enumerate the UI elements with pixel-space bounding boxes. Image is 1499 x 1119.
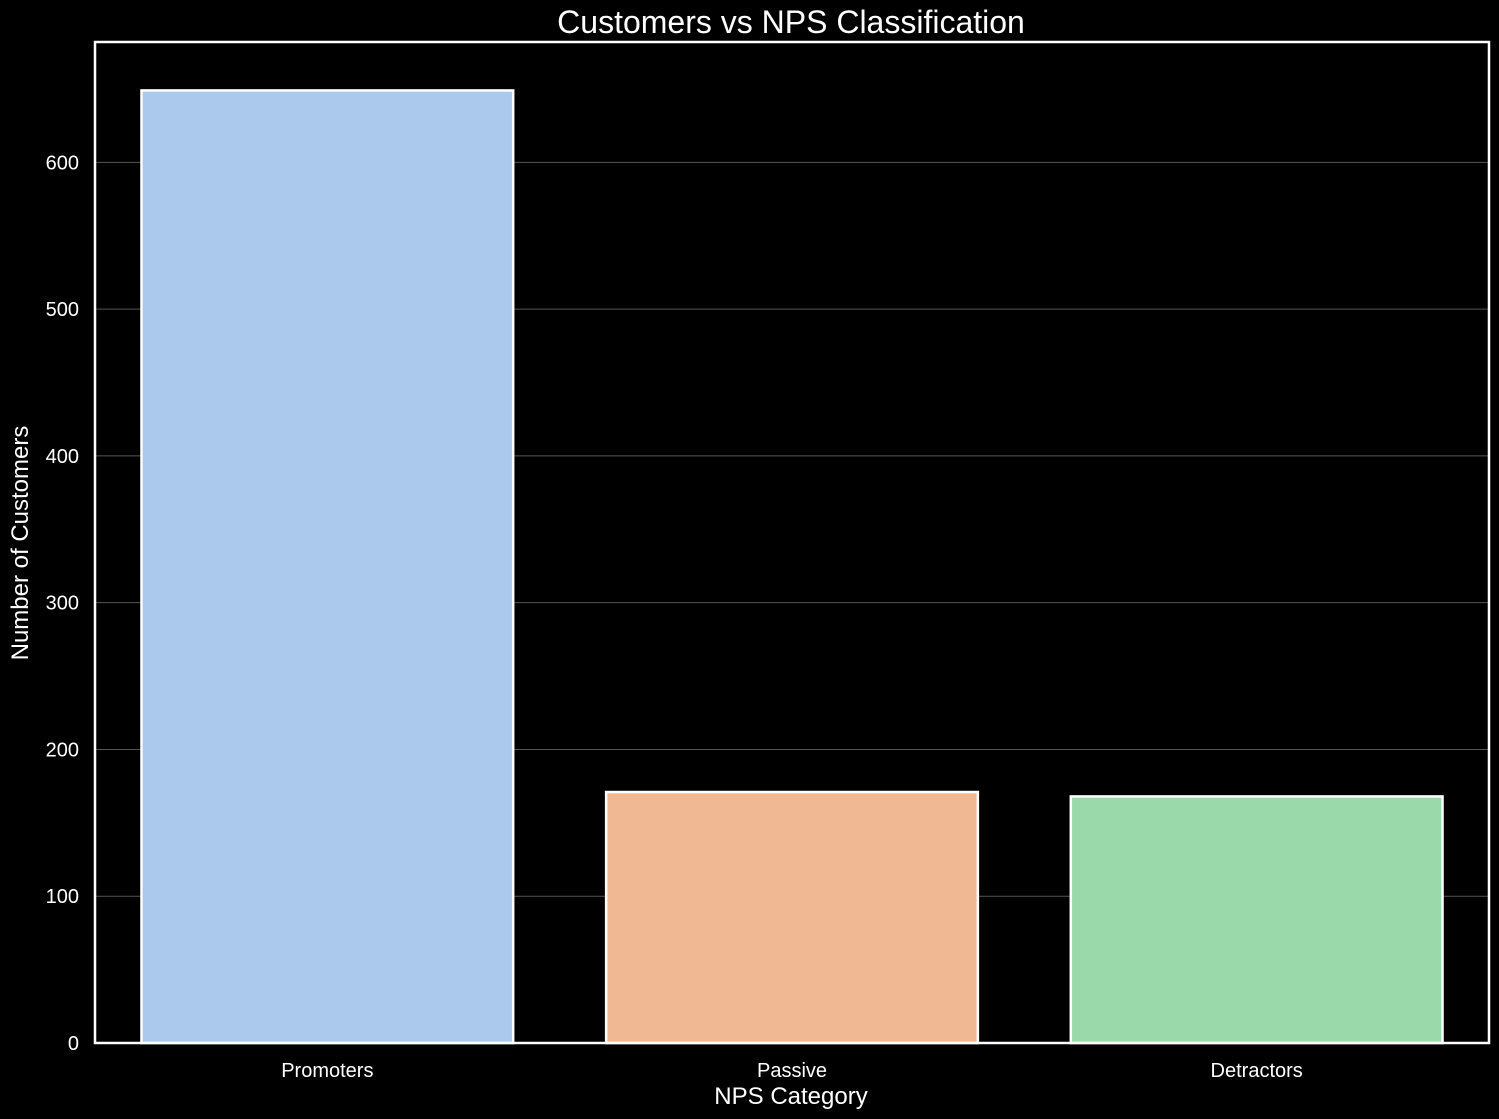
plot-frame (93, 40, 1491, 1045)
y-tick-label: 0 (68, 1033, 79, 1055)
y-tick-label: 500 (46, 299, 79, 321)
y-axis-ticks: 0 100 200 300 400 500 600 (46, 152, 79, 1055)
chart-title: Customers vs NPS Classification (557, 4, 1025, 40)
bar-detractors (1069, 795, 1444, 1045)
bars (140, 89, 1444, 1045)
x-tick-label: Detractors (1211, 1060, 1303, 1082)
y-tick-label: 300 (46, 593, 79, 615)
y-tick-label: 200 (46, 739, 79, 761)
bar-promoters (140, 89, 515, 1045)
x-tick-label: Passive (757, 1060, 827, 1082)
x-axis-label: NPS Category (714, 1083, 867, 1110)
y-tick-label: 100 (46, 886, 79, 908)
bar-passive (604, 790, 980, 1045)
x-tick-label: Promoters (281, 1060, 373, 1082)
y-tick-label: 600 (46, 152, 79, 174)
x-axis-ticks: Promoters Passive Detractors (281, 1060, 1303, 1082)
y-tick-label: 400 (46, 446, 79, 468)
y-axis-label: Number of Customers (7, 426, 34, 661)
